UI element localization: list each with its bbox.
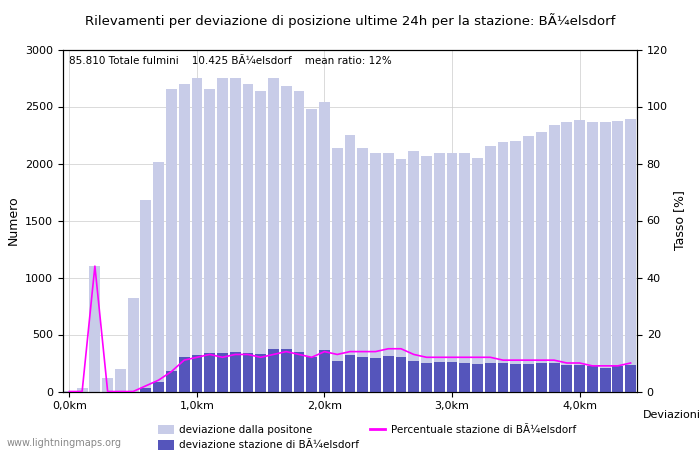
Bar <box>600 122 610 392</box>
Bar <box>230 78 241 392</box>
Bar <box>344 355 356 392</box>
Bar <box>625 119 636 392</box>
Bar <box>434 362 444 392</box>
Bar <box>268 349 279 392</box>
Bar <box>587 122 598 392</box>
Bar <box>523 364 534 392</box>
Bar <box>217 78 228 392</box>
Bar <box>344 135 356 392</box>
Bar <box>472 158 483 392</box>
Bar <box>447 153 458 392</box>
Bar <box>625 365 636 392</box>
Bar <box>357 357 368 392</box>
Bar <box>102 378 113 392</box>
Bar <box>612 366 623 392</box>
Bar <box>268 78 279 392</box>
Bar <box>332 148 343 392</box>
Bar <box>574 365 585 392</box>
Bar <box>485 146 496 392</box>
Bar <box>536 363 547 392</box>
Bar <box>561 122 573 392</box>
Bar <box>293 351 304 392</box>
Bar <box>421 156 432 392</box>
Bar <box>178 84 190 391</box>
Bar <box>421 363 432 392</box>
Bar <box>166 90 177 392</box>
Bar <box>307 109 317 392</box>
Bar <box>434 153 444 392</box>
Bar <box>383 356 393 392</box>
Bar <box>319 351 330 392</box>
Bar <box>600 368 610 392</box>
Bar <box>510 364 522 392</box>
Bar <box>549 363 559 392</box>
Bar <box>256 354 266 392</box>
Bar <box>230 351 241 392</box>
Bar <box>536 131 547 392</box>
Bar <box>357 148 368 392</box>
Text: www.lightningmaps.org: www.lightningmaps.org <box>7 438 122 448</box>
Bar <box>612 122 623 392</box>
Bar <box>549 125 559 392</box>
Bar <box>459 153 470 392</box>
Y-axis label: Tasso [%]: Tasso [%] <box>673 190 687 251</box>
Bar <box>408 151 419 392</box>
Bar <box>204 353 215 392</box>
Bar <box>204 90 215 392</box>
Bar <box>395 159 407 392</box>
Bar <box>332 361 343 392</box>
Bar <box>192 78 202 392</box>
Bar <box>192 355 202 392</box>
Bar <box>561 365 573 392</box>
Bar <box>370 359 381 392</box>
Text: 85.810 Totale fulmini    10.425 BÃ¼elsdorf    mean ratio: 12%: 85.810 Totale fulmini 10.425 BÃ¼elsdorf … <box>69 56 391 66</box>
Bar <box>281 86 292 392</box>
Bar <box>90 266 100 392</box>
Bar <box>141 200 151 392</box>
Bar <box>319 102 330 392</box>
Bar <box>447 362 458 392</box>
Bar <box>459 363 470 392</box>
Bar <box>498 363 508 392</box>
Bar <box>217 353 228 392</box>
Bar <box>127 298 139 392</box>
Bar <box>485 363 496 392</box>
Bar <box>64 391 75 392</box>
Bar <box>166 371 177 392</box>
Bar <box>256 90 266 392</box>
Bar <box>408 361 419 392</box>
Bar <box>141 388 151 392</box>
Bar <box>370 153 381 392</box>
Bar <box>307 357 317 392</box>
Bar <box>77 388 88 392</box>
Bar <box>395 357 407 392</box>
Text: Rilevamenti per deviazione di posizione ultime 24h per la stazione: BÃ¼elsdorf: Rilevamenti per deviazione di posizione … <box>85 14 615 28</box>
Bar <box>242 84 253 391</box>
Y-axis label: Numero: Numero <box>6 196 20 245</box>
Bar <box>153 162 164 392</box>
Bar <box>523 136 534 392</box>
Bar <box>383 153 393 392</box>
Bar <box>178 357 190 392</box>
Bar <box>242 353 253 392</box>
Bar <box>281 349 292 392</box>
Bar <box>587 366 598 392</box>
Bar <box>115 369 126 392</box>
Legend: deviazione dalla positone, deviazione stazione di BÃ¼elsdorf, Percentuale stazio: deviazione dalla positone, deviazione st… <box>154 421 580 450</box>
Bar <box>510 141 522 392</box>
Bar <box>574 120 585 392</box>
Bar <box>293 90 304 392</box>
Text: Deviazioni: Deviazioni <box>643 410 700 420</box>
Bar <box>498 142 508 392</box>
Bar <box>472 364 483 392</box>
Bar <box>153 382 164 392</box>
